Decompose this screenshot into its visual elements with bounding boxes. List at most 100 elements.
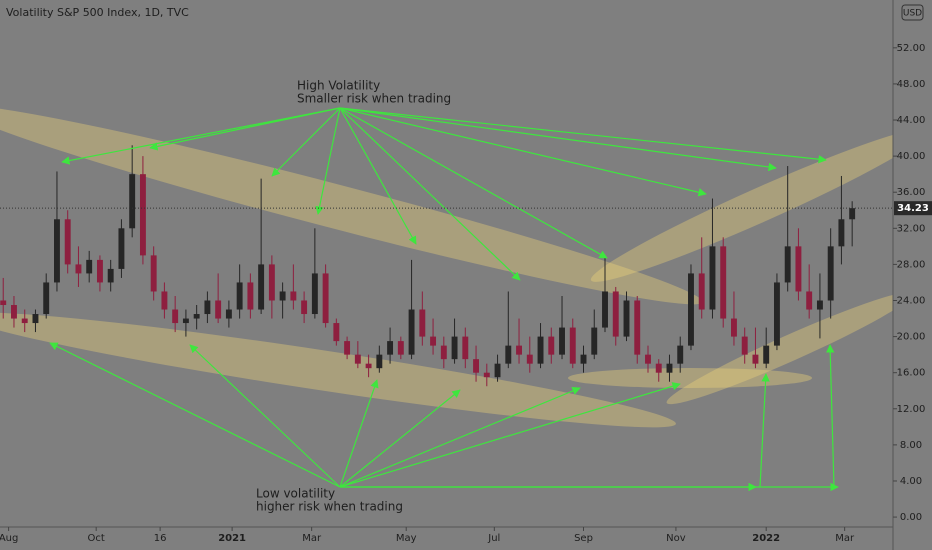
candle-body [623, 300, 630, 337]
arrow [339, 107, 521, 281]
band [0, 312, 676, 428]
candle-body [580, 354, 587, 364]
candle-body [322, 273, 329, 324]
candle-body [591, 327, 598, 355]
candle-body [688, 273, 694, 346]
y-tick-label: 52.00 [897, 43, 926, 54]
candle-body [182, 318, 189, 324]
candle-body [763, 345, 770, 364]
y-tick-label: 24.00 [897, 295, 926, 306]
candle-body [43, 282, 50, 315]
arrow [339, 107, 827, 164]
candle-body [494, 363, 501, 378]
y-tick-label: 44.00 [897, 115, 926, 126]
last-price-box [894, 201, 932, 216]
candle-body [118, 228, 125, 269]
currency: USD [903, 9, 922, 19]
candle-body [290, 291, 297, 301]
candle-body [376, 354, 383, 369]
currency-box [901, 4, 924, 21]
band [590, 128, 893, 282]
candle-body [677, 345, 684, 364]
candle-body [86, 259, 93, 274]
x-tick-label: Mar [302, 533, 322, 544]
candle-body [731, 318, 737, 337]
candle-body [526, 354, 533, 364]
candle-body [569, 327, 576, 364]
arrow [339, 379, 379, 488]
candle-body [827, 246, 834, 301]
band [0, 105, 703, 305]
y-tick-label: 16.00 [897, 368, 926, 379]
candle-body [602, 291, 608, 328]
arrow [339, 387, 581, 488]
candle-body [773, 282, 780, 346]
candle-body [397, 341, 404, 355]
arrow [759, 373, 770, 488]
candle-body [516, 345, 522, 355]
candle-body [96, 259, 103, 283]
candle-body [139, 174, 146, 256]
candle-body [301, 300, 308, 315]
candle-body [408, 309, 415, 355]
candle-body [419, 309, 426, 337]
candle-body [645, 354, 651, 364]
candle-body [258, 264, 265, 310]
candle-body [806, 291, 813, 310]
arrow [339, 107, 707, 197]
candle-body [795, 246, 802, 292]
candle-body [666, 363, 673, 373]
annotation: Smaller risk when trading [297, 92, 451, 106]
candle-body [816, 300, 823, 310]
y-tick-label: 20.00 [897, 332, 926, 343]
candle-body [11, 305, 17, 319]
candle-body [451, 336, 458, 360]
annotation: High Volatility [297, 79, 380, 93]
x-tick-label: Oct [88, 533, 105, 544]
candle-body [709, 246, 716, 310]
candle-body [64, 219, 71, 265]
arrow [339, 107, 608, 259]
candle-body [268, 264, 275, 301]
arrow [339, 107, 777, 172]
candle-body [107, 268, 114, 283]
x-tick-label: 16 [154, 533, 167, 544]
candle-body [53, 219, 60, 283]
last-price-label: 34.23 [897, 203, 929, 214]
candle-body [430, 336, 437, 346]
candle-body [193, 314, 200, 319]
annotation: higher risk when trading [256, 500, 403, 514]
candle-body [311, 273, 318, 315]
candle-body [462, 336, 469, 360]
arrow [826, 344, 835, 488]
candle-body [75, 264, 82, 274]
candle-body [354, 354, 361, 364]
candle-body [0, 300, 7, 306]
candle-body [225, 309, 232, 319]
candle-body [161, 291, 168, 310]
x-tick-label: Nov [666, 533, 686, 544]
arrow [339, 382, 681, 488]
candle-body [21, 318, 28, 324]
y-tick-label: 32.00 [897, 223, 926, 234]
bands [0, 105, 893, 428]
x-tick-label: Aug [0, 533, 18, 544]
candle-body [473, 359, 480, 373]
band [666, 291, 893, 405]
arrow [49, 342, 341, 488]
arrow [149, 107, 341, 151]
y-tick-label: 0.00 [900, 512, 922, 523]
y-tick-label: 48.00 [897, 79, 926, 90]
candle-body [612, 291, 619, 337]
y-tick-label: 28.00 [897, 259, 926, 270]
candle-body [784, 246, 791, 283]
arrow [271, 107, 341, 177]
candle-body [741, 336, 748, 355]
candle-body [559, 327, 565, 355]
candle-body [548, 336, 555, 355]
arrow [61, 107, 341, 165]
candle-body [655, 363, 662, 373]
band [568, 368, 812, 388]
